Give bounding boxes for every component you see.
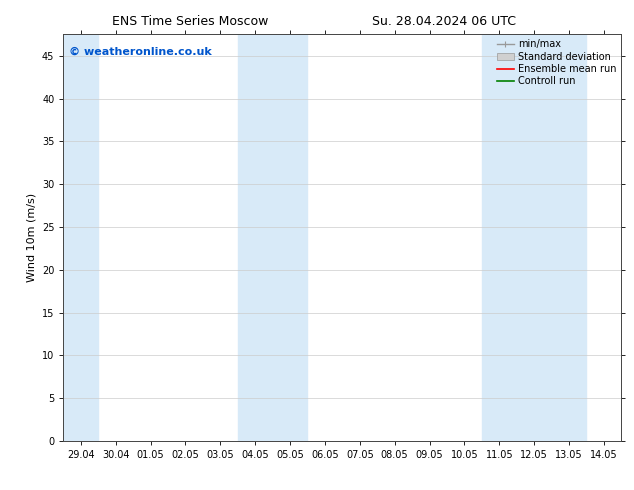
Text: © weatheronline.co.uk: © weatheronline.co.uk (69, 47, 212, 56)
Bar (482, 34, 586, 441)
Bar (63, 34, 98, 441)
Text: Su. 28.04.2024 06 UTC: Su. 28.04.2024 06 UTC (372, 15, 516, 28)
Bar (238, 34, 307, 441)
Y-axis label: Wind 10m (m/s): Wind 10m (m/s) (27, 193, 36, 282)
Text: ENS Time Series Moscow: ENS Time Series Moscow (112, 15, 268, 28)
Legend: min/max, Standard deviation, Ensemble mean run, Controll run: min/max, Standard deviation, Ensemble me… (495, 37, 618, 88)
